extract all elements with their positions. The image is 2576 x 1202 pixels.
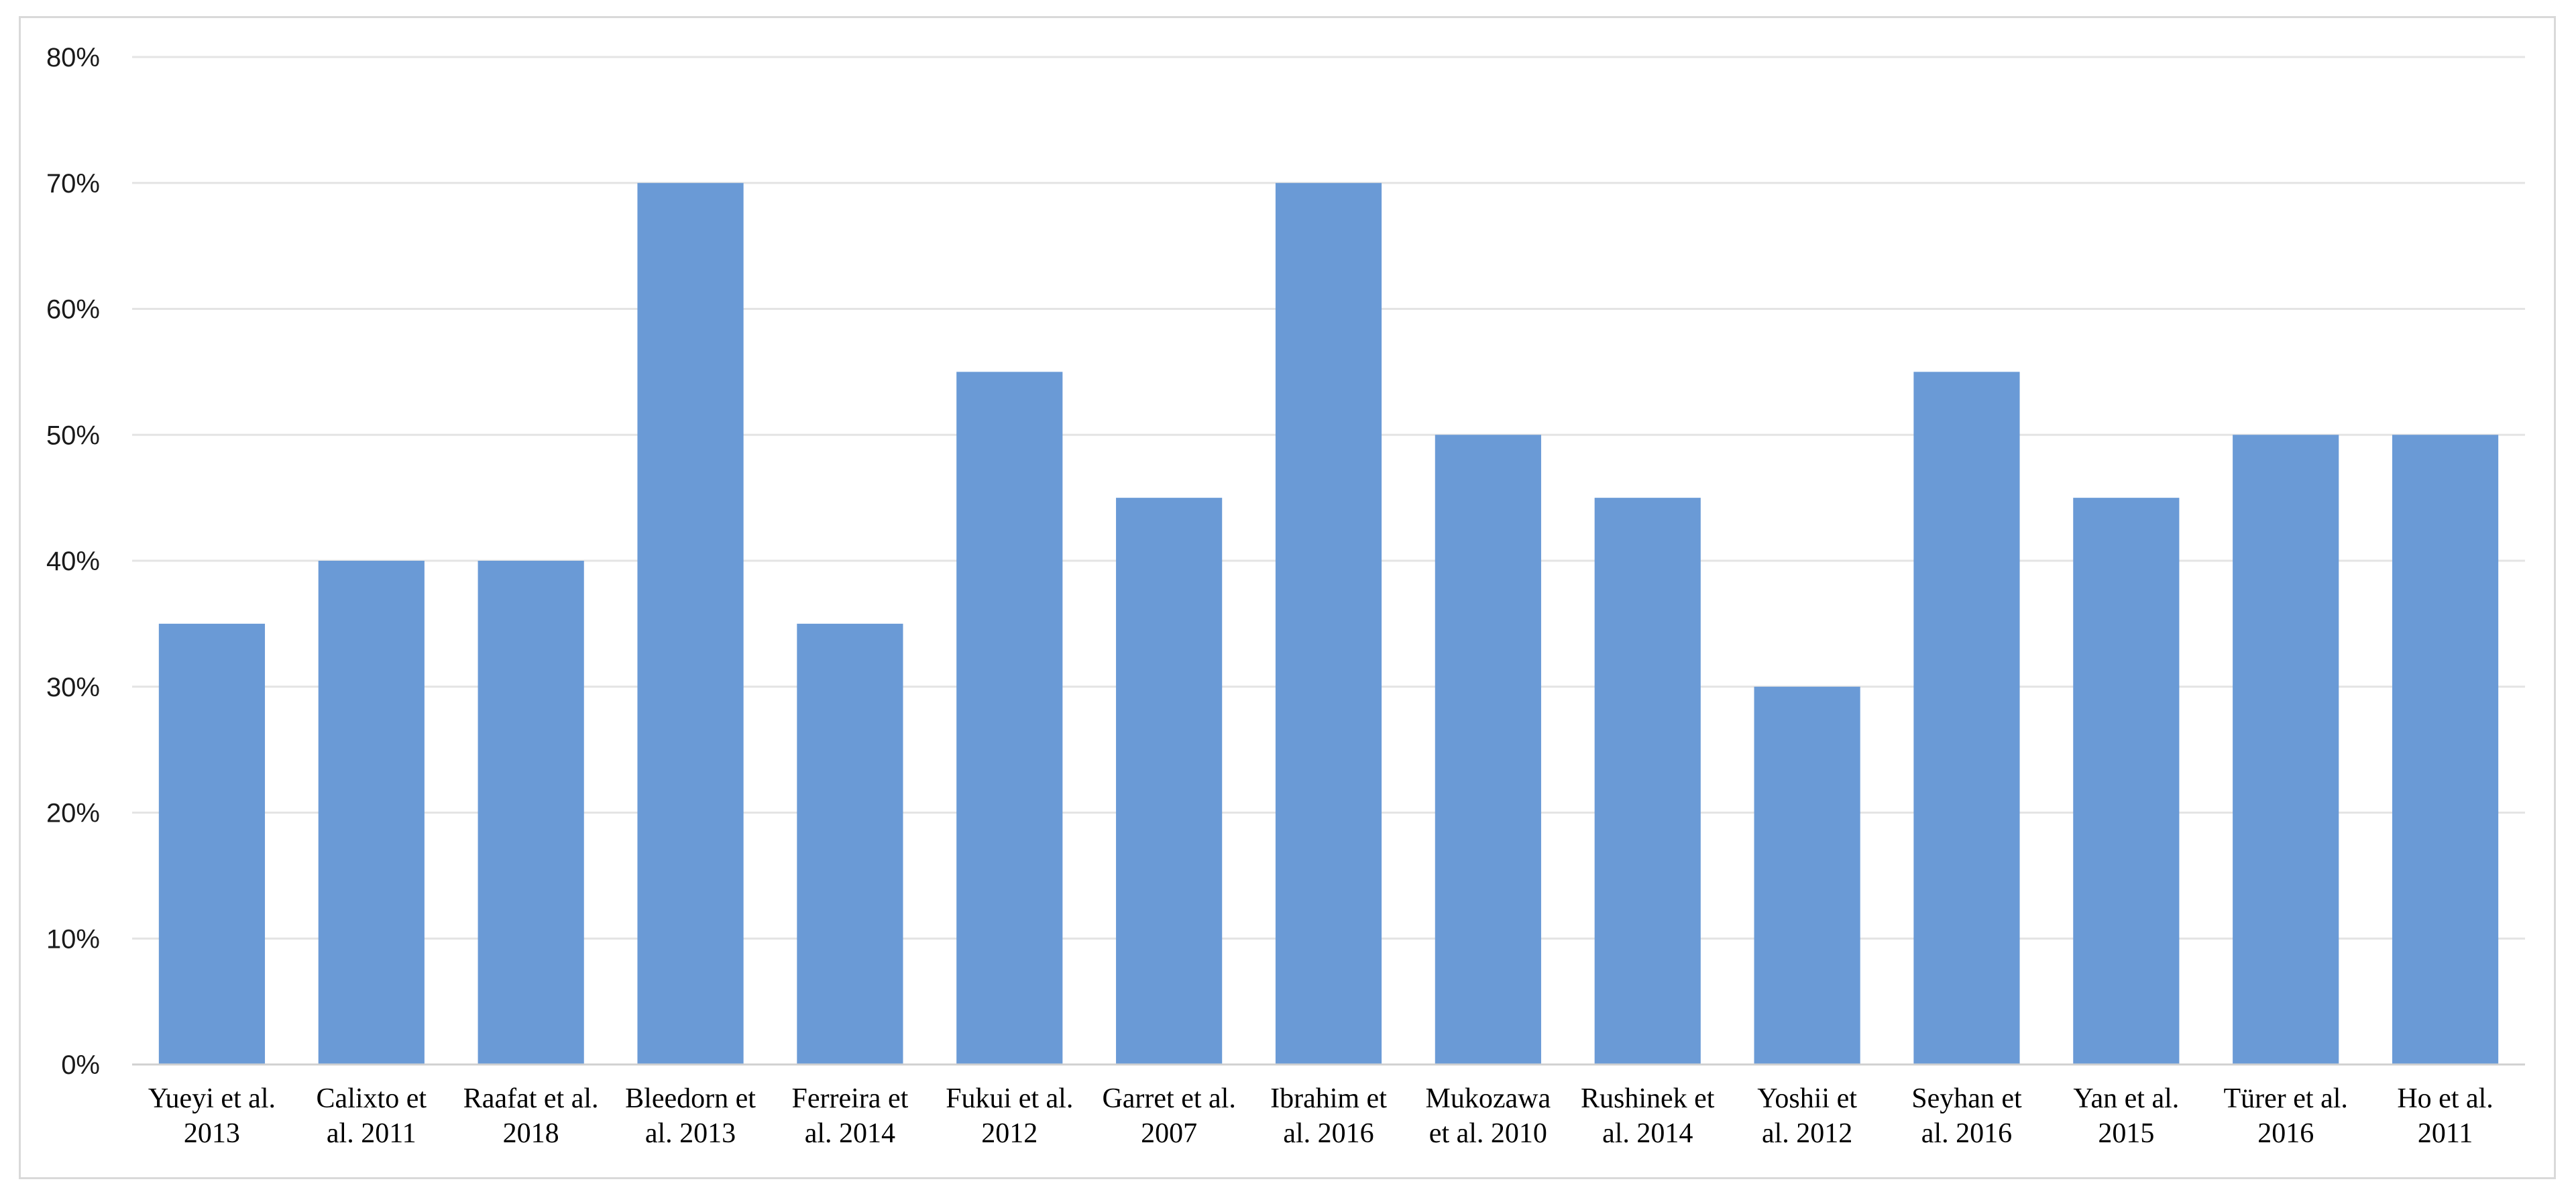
x-tick-label-line: Ferreira et xyxy=(792,1083,909,1114)
bar-chart: 0% 10% 20% 30% 40% 50% 60% 70% 80% Yueyi et al. 2… xyxy=(46,43,2525,1149)
x-tick-label: Ho et al. 2011 xyxy=(2397,1083,2493,1149)
x-tick-label-line: Yoshii et xyxy=(1757,1083,1857,1114)
x-tick-label-line: Yueyi et al. xyxy=(148,1083,276,1114)
bar xyxy=(1594,498,1701,1064)
x-tick-label: Türer et al. 2016 xyxy=(2224,1083,2348,1149)
y-tick-label: 0% xyxy=(61,1050,100,1080)
x-tick-label-line: 2007 xyxy=(1141,1118,1197,1149)
x-tick-label-line: 2013 xyxy=(184,1118,240,1149)
y-tick-label: 30% xyxy=(46,673,100,702)
x-tick-label-line: 2015 xyxy=(2098,1118,2154,1149)
bar xyxy=(158,623,266,1064)
x-axis-ticks: Yueyi et al. 2013 Calixto et al. 2011 Raafat… xyxy=(148,1083,2494,1149)
x-tick-label-line: Ibrahim et xyxy=(1270,1083,1387,1114)
bar xyxy=(2233,435,2339,1064)
x-tick-label-line: Mukozawa xyxy=(1426,1083,1551,1114)
x-tick-label: Ferreira et al. 2014 xyxy=(792,1083,909,1149)
x-tick-label-line: al. 2011 xyxy=(327,1118,416,1149)
x-tick-label: Raafat et al. 2018 xyxy=(463,1083,599,1149)
bar xyxy=(1116,498,1223,1064)
x-tick-label-line: Fukui et al. xyxy=(946,1083,1073,1114)
x-tick-label: Rushinek et al. 2014 xyxy=(1581,1083,1715,1149)
y-tick-label: 20% xyxy=(46,799,100,828)
x-tick-label: Seyhan et al. 2016 xyxy=(1911,1083,2022,1149)
x-tick-label-line: 2018 xyxy=(503,1118,559,1149)
bar xyxy=(2073,498,2180,1064)
chart-frame: 0% 10% 20% 30% 40% 50% 60% 70% 80% Yueyi et al. 2… xyxy=(19,16,2556,1179)
x-tick-label-line: Yan et al. xyxy=(2073,1083,2179,1114)
x-tick-label-line: al. 2016 xyxy=(1921,1118,2012,1149)
bar xyxy=(478,561,584,1064)
x-tick-label-line: 2011 xyxy=(2418,1118,2473,1149)
x-tick-label: Yan et al. 2015 xyxy=(2073,1083,2179,1149)
y-tick-label: 60% xyxy=(46,295,100,325)
x-tick-label-line: Garret et al. xyxy=(1102,1083,1235,1114)
bar xyxy=(956,372,1063,1064)
x-tick-label: Yueyi et al. 2013 xyxy=(148,1083,276,1149)
x-tick-label-line: Raafat et al. xyxy=(463,1083,599,1114)
x-tick-label-line: al. 2012 xyxy=(1762,1118,1852,1149)
x-tick-label-line: al. 2013 xyxy=(645,1118,736,1149)
y-tick-label: 50% xyxy=(46,421,100,450)
bar xyxy=(318,561,425,1064)
bar xyxy=(1754,686,1860,1064)
bar xyxy=(1913,372,2020,1064)
x-tick-label-line: Bleedorn et xyxy=(625,1083,756,1114)
x-tick-label-line: 2016 xyxy=(2257,1118,2314,1149)
x-tick-label-line: al. 2014 xyxy=(1602,1118,1693,1149)
bar xyxy=(2392,435,2499,1064)
x-tick-label-line: et al. 2010 xyxy=(1429,1118,1547,1149)
bar xyxy=(797,623,903,1064)
x-tick-label-line: al. 2014 xyxy=(805,1118,895,1149)
x-tick-label-line: Calixto et xyxy=(317,1083,427,1114)
bar xyxy=(1275,182,1382,1064)
y-axis-ticks: 0% 10% 20% 30% 40% 50% 60% 70% 80% xyxy=(46,43,100,1080)
x-tick-label: Garret et al. 2007 xyxy=(1102,1083,1235,1149)
y-tick-label: 40% xyxy=(46,547,100,576)
y-tick-label: 70% xyxy=(46,169,100,199)
x-tick-label-line: Seyhan et xyxy=(1911,1083,2022,1114)
x-tick-label-line: Ho et al. xyxy=(2397,1083,2493,1114)
x-tick-label-line: Türer et al. xyxy=(2224,1083,2348,1114)
x-tick-label: Ibrahim et al. 2016 xyxy=(1270,1083,1387,1149)
x-tick-label: Yoshii et al. 2012 xyxy=(1757,1083,1857,1149)
x-tick-label: Calixto et al. 2011 xyxy=(317,1083,427,1149)
x-tick-label: Fukui et al. 2012 xyxy=(946,1083,1073,1149)
y-tick-label: 10% xyxy=(46,924,100,954)
x-tick-label-line: al. 2016 xyxy=(1283,1118,1374,1149)
bars xyxy=(158,182,2499,1064)
y-tick-label: 80% xyxy=(46,43,100,72)
bar xyxy=(637,182,744,1064)
x-tick-label: Mukozawa et al. 2010 xyxy=(1426,1083,1551,1149)
x-tick-label-line: 2012 xyxy=(981,1118,1038,1149)
bar xyxy=(1435,435,1541,1064)
x-tick-label-line: Rushinek et xyxy=(1581,1083,1715,1114)
x-tick-label: Bleedorn et al. 2013 xyxy=(625,1083,756,1149)
